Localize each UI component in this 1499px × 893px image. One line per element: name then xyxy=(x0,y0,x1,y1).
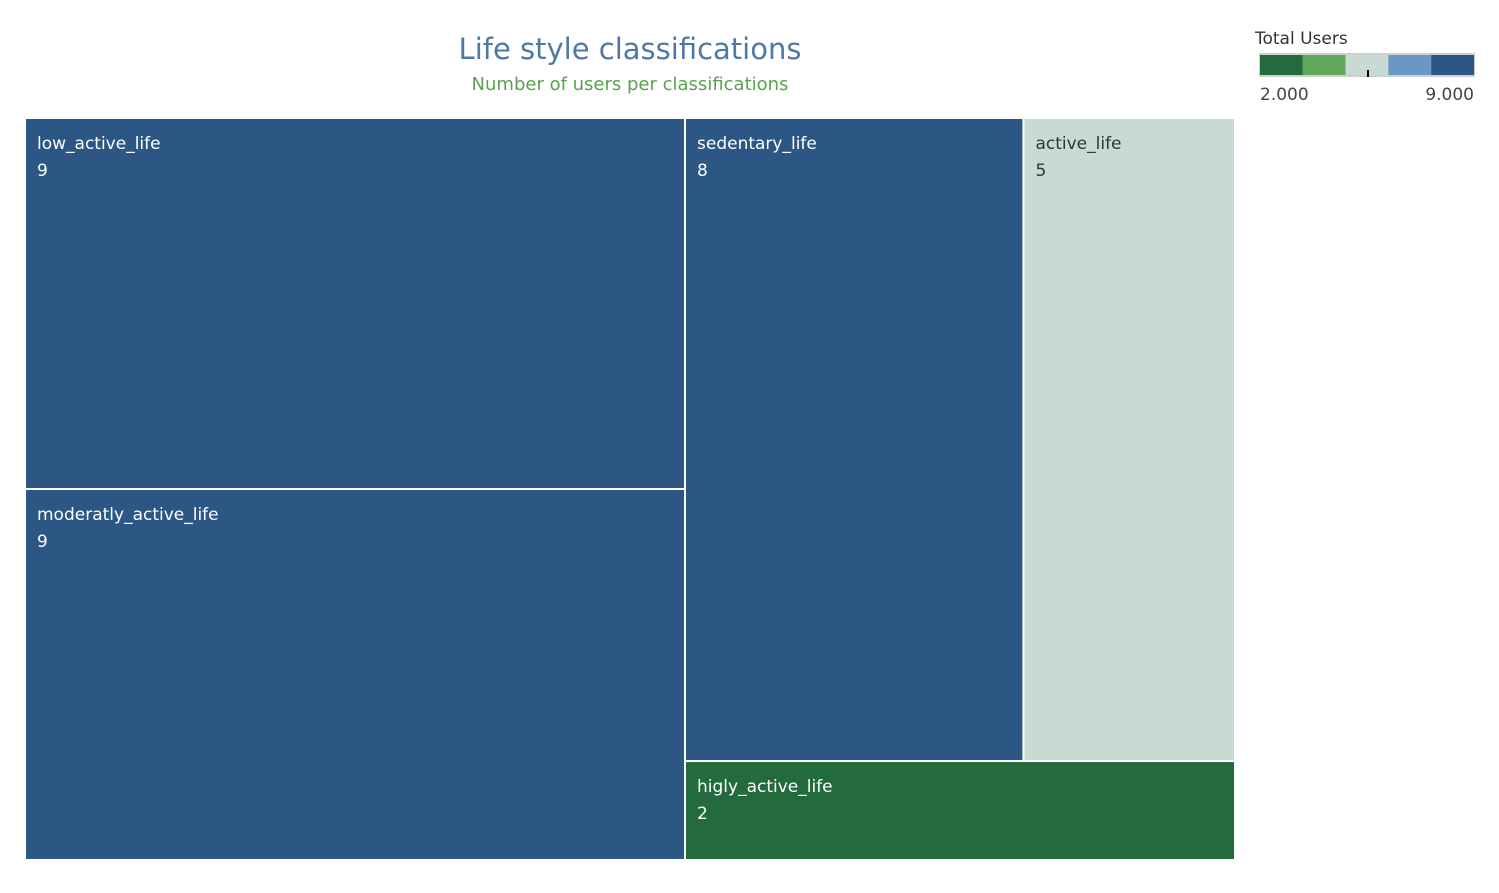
treemap-tile-low-active-life[interactable]: low_active_life 9 xyxy=(24,117,686,490)
chart-subtitle: Number of users per classifications xyxy=(471,74,789,95)
tile-category-label: active_life xyxy=(1035,134,1121,154)
treemap-rect-higly-active-life[interactable] xyxy=(684,760,1236,861)
legend-swatch-2 xyxy=(1302,55,1346,75)
legend-color-scale xyxy=(1259,53,1475,77)
treemap-tile-moderatly-active-life[interactable]: moderatly_active_life 9 xyxy=(24,488,686,861)
legend-title: Total Users xyxy=(1255,29,1348,49)
treemap-tile-higly-active-life[interactable]: higly_active_life 2 xyxy=(684,760,1236,861)
legend-swatch-3 xyxy=(1345,55,1389,75)
legend-swatch-4 xyxy=(1388,55,1432,75)
tile-value-label: 2 xyxy=(697,804,708,824)
tile-category-label: higly_active_life xyxy=(697,777,833,797)
treemap-rect-active-life[interactable] xyxy=(1022,117,1237,763)
legend-swatch-5 xyxy=(1431,55,1474,75)
treemap-tile-sedentary-life[interactable]: sedentary_life 8 xyxy=(684,117,1025,763)
legend-max-label: 9.000 xyxy=(1425,85,1474,105)
tile-value-label: 9 xyxy=(37,161,48,181)
tile-category-label: sedentary_life xyxy=(697,134,817,154)
tile-category-label: low_active_life xyxy=(37,134,161,154)
tile-value-label: 8 xyxy=(697,161,708,181)
chart-title: Life style classifications xyxy=(458,32,802,66)
legend-min-label: 2.000 xyxy=(1260,85,1309,105)
tile-category-label: moderatly_active_life xyxy=(37,505,219,525)
tile-value-label: 5 xyxy=(1035,161,1046,181)
tile-value-label: 9 xyxy=(37,532,48,552)
treemap-rect-sedentary-life[interactable] xyxy=(684,117,1025,763)
legend-swatch-1 xyxy=(1260,55,1303,75)
treemap-rect-low-active-life[interactable] xyxy=(24,117,686,490)
treemap-tile-active-life[interactable]: active_life 5 xyxy=(1022,117,1237,763)
treemap-rect-moderatly-active-life[interactable] xyxy=(24,488,686,861)
